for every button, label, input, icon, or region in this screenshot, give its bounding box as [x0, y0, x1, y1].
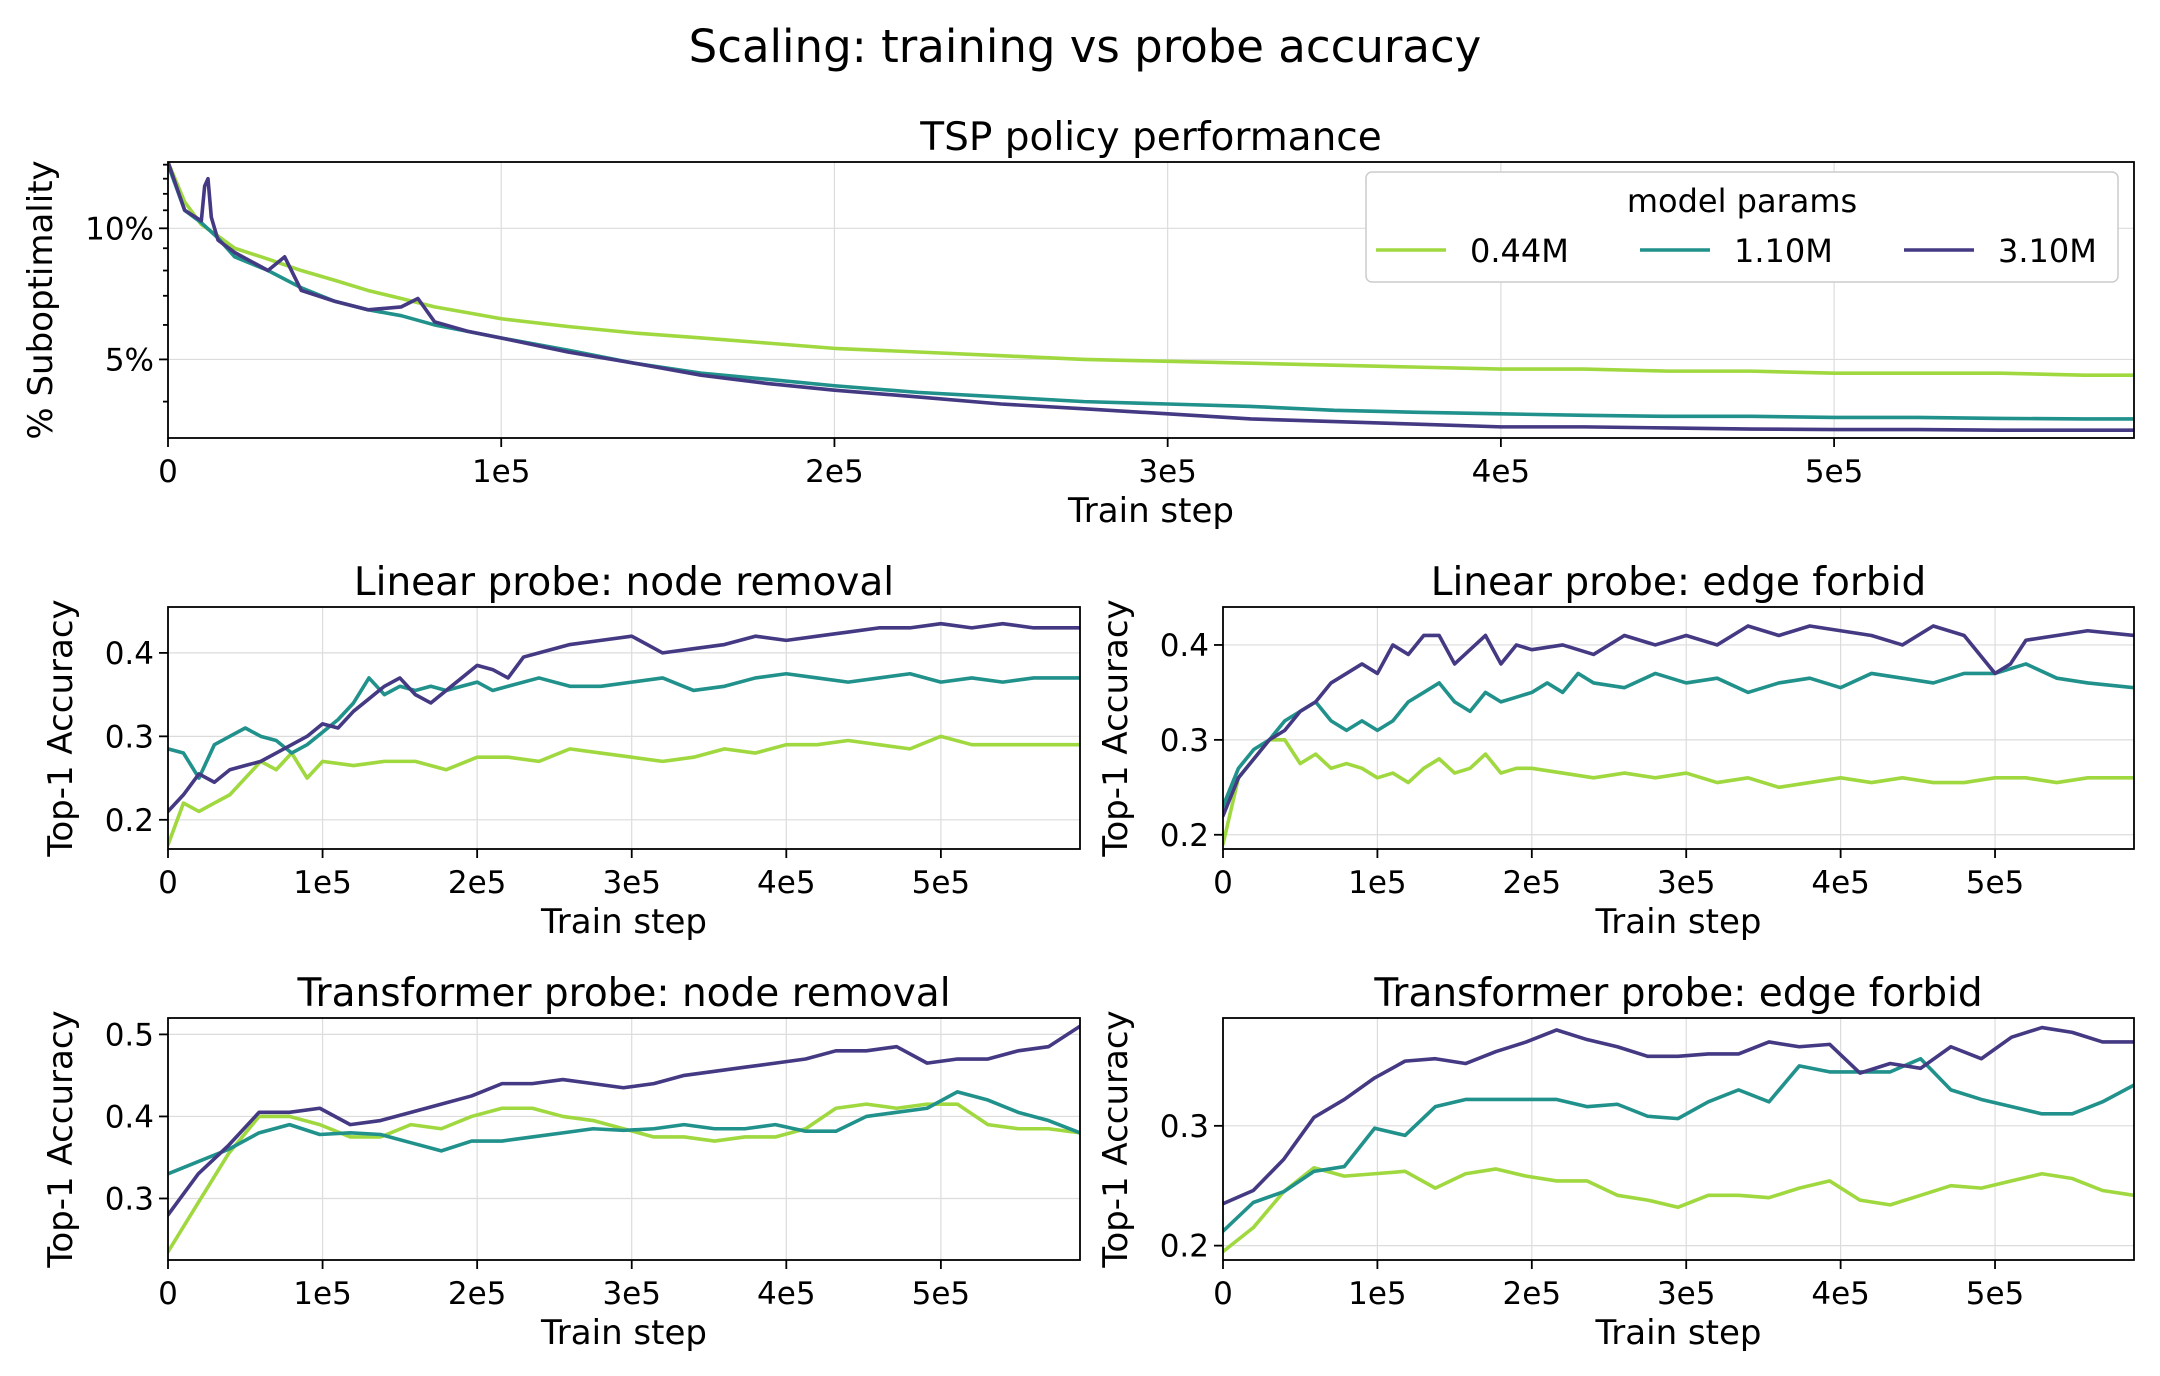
panel-title: Linear probe: edge forbid [1431, 560, 1927, 605]
x-tick-label: 5e5 [912, 1276, 971, 1312]
x-tick-label: 4e5 [1811, 1276, 1870, 1312]
x-tick-label: 5e5 [912, 865, 971, 901]
y-tick-label: 0.3 [1160, 1109, 1209, 1145]
panel-title: Transformer probe: edge forbid [1373, 971, 1982, 1016]
series-line-1.10M [168, 162, 2134, 421]
legend-label-0: 0.44M [1470, 232, 1569, 270]
series-line-0.44M [168, 1102, 1080, 1254]
y-tick-label: 0.2 [105, 803, 154, 839]
legend-label-1: 1.10M [1734, 232, 1833, 270]
series-line-0.44M [168, 162, 2134, 377]
x-axis-label: Train step [540, 1313, 707, 1353]
x-tick-label: 5e5 [1805, 454, 1864, 490]
series-line-1.10M [168, 671, 1080, 780]
series-line-0.44M [168, 734, 1080, 847]
x-tick-label: 4e5 [757, 865, 816, 901]
panel-lin_node: 0 1e5 2e5 3e5 4e5 5e5 0.2 0.3 0.4 Linear probe: n… [41, 560, 1081, 942]
x-tick-label: 4e5 [1472, 454, 1531, 490]
panel-tr_node: 0 1e5 2e5 3e5 4e5 5e5 0.3 0.4 0.5 Transformer pro… [41, 971, 1081, 1353]
series-line-3.10M [1223, 1025, 2134, 1206]
x-tick-label: 2e5 [448, 865, 507, 901]
plot-frame [167, 161, 2135, 439]
legend-title: model params [1627, 182, 1857, 220]
figure-title: Scaling: training vs probe accuracy [689, 20, 1482, 73]
x-tick-label: 3e5 [1138, 454, 1197, 490]
y-tick-label: 0.3 [105, 1181, 154, 1217]
y-axis-label: Top-1 Accuracy [1096, 1010, 1136, 1268]
x-axis-label: Train step [1595, 902, 1762, 942]
panel-title: Transformer probe: node removal [296, 971, 950, 1016]
series-line-3.10M [168, 621, 1080, 814]
y-axis-label: Top-1 Accuracy [41, 1010, 81, 1268]
x-tick-label: 5e5 [1966, 865, 2025, 901]
y-tick-label: 10% [85, 211, 154, 247]
series-line-3.10M [168, 1024, 1080, 1217]
series-line-0.44M [1223, 1165, 2134, 1254]
panel-tsp: 0 1e5 2e5 3e5 4e5 5e5 5% 10% TSP policy performa… [21, 115, 2135, 531]
x-tick-label: 1e5 [1348, 865, 1407, 901]
x-tick-label: 3e5 [602, 1276, 661, 1312]
panel-title: Linear probe: node removal [354, 560, 894, 605]
x-tick-label: 0 [158, 454, 178, 490]
panel-title: TSP policy performance [919, 115, 1381, 160]
plot-frame [1222, 606, 2135, 850]
y-tick-label: 0.3 [1160, 723, 1209, 759]
legend-label-2: 3.10M [1998, 232, 2097, 270]
x-tick-label: 0 [158, 865, 178, 901]
x-axis-label: Train step [1067, 491, 1234, 531]
y-tick-label: 0.2 [1160, 1229, 1209, 1265]
x-tick-label: 3e5 [1657, 1276, 1716, 1312]
x-tick-label: 0 [1213, 1276, 1233, 1312]
x-tick-label: 0 [1213, 865, 1233, 901]
x-axis-label: Train step [1595, 1313, 1762, 1353]
series-line-3.10M [168, 162, 2134, 432]
series-line-1.10M [1223, 1056, 2134, 1234]
y-tick-label: 0.4 [1160, 628, 1209, 664]
x-axis-label: Train step [540, 902, 707, 942]
y-axis-label: Top-1 Accuracy [1096, 599, 1136, 857]
plot-frame [1222, 1017, 2135, 1261]
series-line-1.10M [1223, 662, 2134, 809]
panel-lin_edge: 0 1e5 2e5 3e5 4e5 5e5 0.2 0.3 0.4 Linear probe: e… [1096, 560, 2135, 942]
x-tick-label: 4e5 [757, 1276, 816, 1312]
y-tick-label: 5% [105, 342, 154, 378]
x-tick-label: 2e5 [1503, 1276, 1562, 1312]
x-tick-label: 2e5 [448, 1276, 507, 1312]
y-tick-label: 0.5 [105, 1017, 154, 1053]
y-tick-label: 0.4 [105, 636, 154, 672]
x-tick-label: 1e5 [293, 865, 352, 901]
x-tick-label: 2e5 [805, 454, 864, 490]
series-line-1.10M [168, 1090, 1080, 1176]
x-tick-label: 3e5 [602, 865, 661, 901]
y-tick-label: 0.4 [105, 1099, 154, 1135]
x-tick-label: 1e5 [1348, 1276, 1407, 1312]
legend-frame [1365, 171, 2119, 283]
y-axis-label: Top-1 Accuracy [41, 599, 81, 857]
x-tick-label: 3e5 [1657, 865, 1716, 901]
plot-frame [167, 1017, 1081, 1261]
x-tick-label: 5e5 [1966, 1276, 2025, 1312]
x-tick-label: 1e5 [472, 454, 531, 490]
y-tick-label: 0.3 [105, 719, 154, 755]
x-tick-label: 4e5 [1811, 865, 1870, 901]
panel-tr_edge: 0 1e5 2e5 3e5 4e5 5e5 0.2 0.3 Transformer probe:… [1096, 971, 2135, 1353]
x-tick-label: 1e5 [293, 1276, 352, 1312]
x-tick-label: 0 [158, 1276, 178, 1312]
y-axis-label: % Suboptimality [21, 160, 61, 439]
y-tick-label: 0.2 [1160, 818, 1209, 854]
x-tick-label: 2e5 [1503, 865, 1562, 901]
plot-frame [167, 606, 1081, 850]
series-line-0.44M [1223, 738, 2134, 847]
legend: model params 0.44M 1.10M 3.10M [1365, 171, 2119, 283]
series-line-3.10M [1223, 624, 2134, 818]
